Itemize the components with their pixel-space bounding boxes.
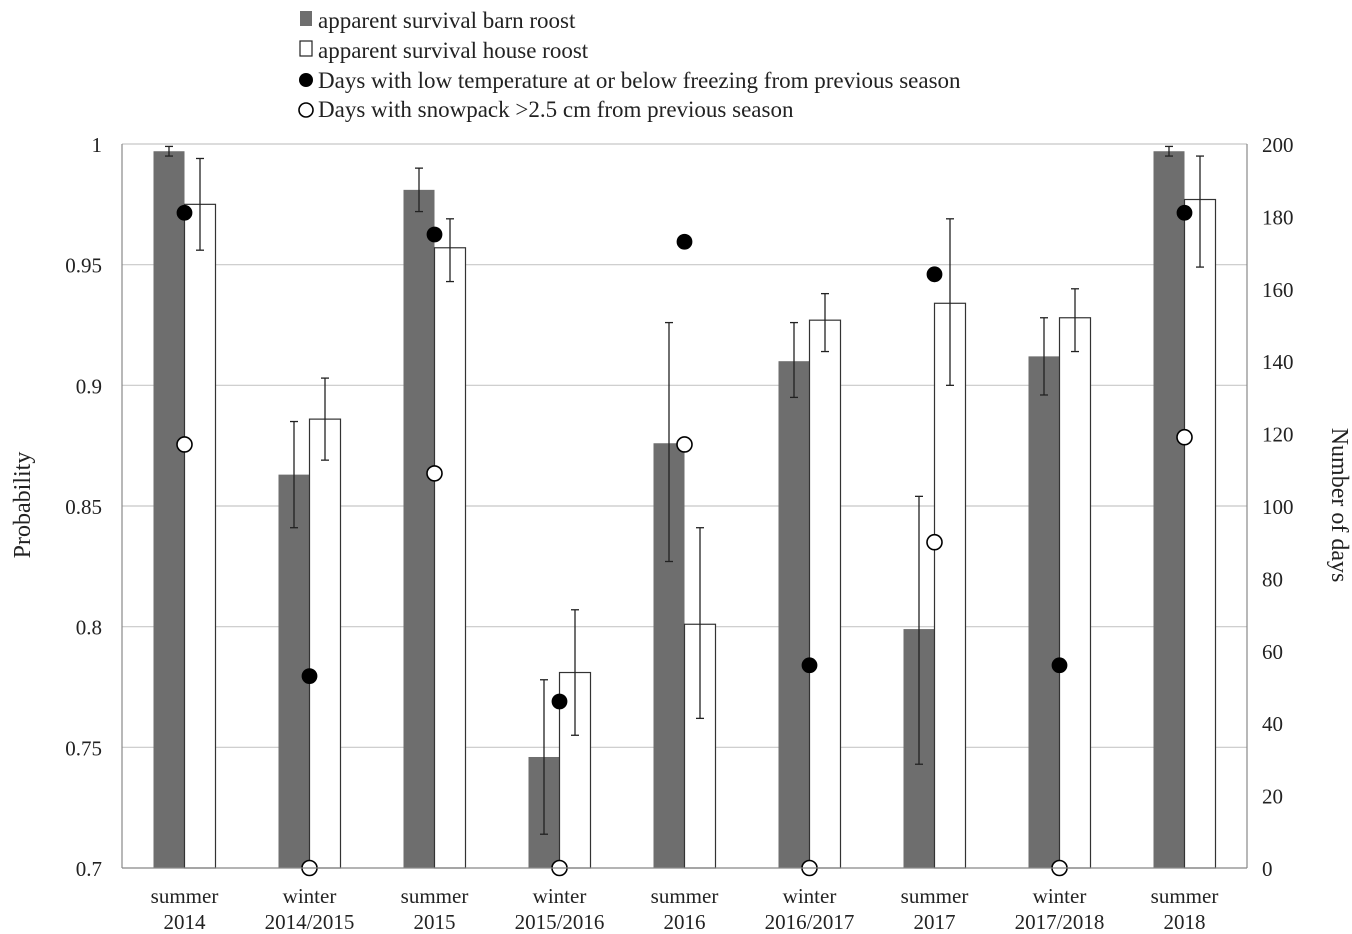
x-tick-label: winter: [783, 884, 837, 908]
bar-barn-roost: [153, 151, 185, 869]
bar-barn-roost: [403, 189, 435, 868]
bar-house-roost: [933, 302, 967, 869]
bar-house-roost: [808, 319, 842, 869]
error-bars: [165, 145, 1204, 835]
y2-tick-label: 60: [1262, 640, 1283, 664]
x-tick-label: 2016/2017: [765, 910, 855, 934]
x-tick-label: 2016: [664, 910, 706, 934]
point-snowpack-days: [176, 436, 193, 453]
point-freezing-days: [801, 657, 818, 674]
x-tick-label: winter: [283, 884, 337, 908]
legend-label-barn: apparent survival barn roost: [318, 8, 576, 33]
y-tick-label: 0.95: [65, 254, 102, 278]
y-tick-label: 0.7: [76, 857, 102, 881]
point-snowpack-days: [676, 436, 693, 453]
bar-house-roost: [433, 247, 467, 869]
y-tick-label: 1: [92, 133, 103, 157]
point-freezing-days: [301, 668, 318, 685]
x-tick-label: 2018: [1164, 910, 1206, 934]
y-tick-label: 0.85: [65, 495, 102, 519]
point-freezing-days: [1051, 657, 1068, 674]
x-tick-label: 2015: [414, 910, 456, 934]
x-tick-label: 2017: [914, 910, 956, 934]
x-tick-label: summer: [151, 884, 219, 908]
legend-marker-freezing: [299, 73, 313, 87]
x-tick-label: summer: [1151, 884, 1219, 908]
bar-house-roost: [183, 203, 217, 869]
legend-marker-snowpack: [298, 102, 314, 118]
point-freezing-days: [551, 693, 568, 710]
y2-tick-label: 0: [1262, 857, 1273, 881]
y2-tick-label: 120: [1262, 423, 1294, 447]
bar-barn-roost: [1153, 151, 1185, 869]
bar-barn-roost: [1028, 356, 1060, 868]
x-tick-label: 2014/2015: [265, 910, 355, 934]
tick-labels: 0.7 0.75 0.8 0.85 0.9 0.95 1 0 20 40 60 80 100 120 140…: [65, 133, 1293, 934]
x-tick-label: summer: [651, 884, 719, 908]
bar-barn-roost: [778, 361, 810, 868]
y2-tick-label: 40: [1262, 712, 1283, 736]
legend-label-freezing: Days with low temperature at or below fr…: [318, 68, 961, 93]
x-tick-label: summer: [901, 884, 969, 908]
legend-label-snowpack: Days with snowpack >2.5 cm from previous…: [318, 97, 794, 122]
x-tick-label: 2015/2016: [515, 910, 605, 934]
x-tick-label: winter: [1033, 884, 1087, 908]
legend-swatch-barn: [300, 11, 312, 26]
points: [176, 204, 1193, 877]
y-axis-title: Probability: [10, 452, 36, 559]
y2-tick-label: 80: [1262, 567, 1283, 591]
x-tick-label: 2017/2018: [1015, 910, 1105, 934]
bar-house-roost: [1058, 317, 1092, 869]
legend: apparent survival barn roost apparent su…: [298, 8, 961, 122]
x-tick-label: summer: [401, 884, 469, 908]
axes: [121, 144, 1248, 869]
bars: [153, 151, 1217, 869]
point-snowpack-days: [926, 533, 943, 551]
bar-house-roost: [1183, 198, 1217, 869]
point-snowpack-days: [1176, 428, 1193, 446]
legend-label-house: apparent survival house roost: [318, 38, 589, 63]
y-tick-label: 0.8: [76, 616, 102, 640]
y-tick-label: 0.75: [65, 736, 102, 760]
bar-house-roost: [308, 418, 342, 869]
x-tick-label: winter: [533, 884, 587, 908]
y2-tick-label: 140: [1262, 350, 1294, 374]
point-snowpack-days: [426, 465, 443, 482]
point-freezing-days: [926, 266, 943, 283]
y-tick-label: 0.9: [76, 374, 102, 398]
point-freezing-days: [176, 204, 193, 221]
point-freezing-days: [676, 233, 693, 250]
point-freezing-days: [1176, 204, 1193, 221]
y2-axis-title: Number of days: [1326, 428, 1352, 583]
y2-tick-label: 100: [1262, 495, 1294, 519]
x-tick-label: 2014: [164, 910, 207, 934]
y2-tick-label: 180: [1262, 205, 1294, 229]
y2-tick-label: 160: [1262, 278, 1294, 302]
legend-swatch-house: [299, 40, 313, 57]
y2-tick-label: 200: [1262, 133, 1294, 157]
y2-tick-label: 20: [1262, 785, 1283, 809]
point-freezing-days: [426, 226, 443, 243]
